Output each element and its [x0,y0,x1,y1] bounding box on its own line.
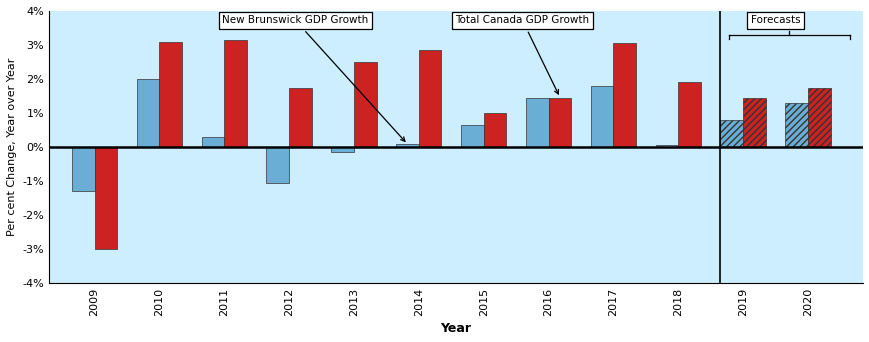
Bar [483,113,506,147]
Bar [159,42,182,147]
Bar [654,145,678,147]
Bar [807,88,830,147]
Text: New Brunswick GDP Growth: New Brunswick GDP Growth [222,15,404,141]
Bar [590,86,613,147]
Bar [720,120,742,147]
Bar [461,125,483,147]
Bar [613,43,635,147]
Bar [136,79,159,147]
Bar [224,40,247,147]
Bar [785,103,807,147]
Bar [418,50,441,147]
Bar [525,98,547,147]
Bar [678,82,700,147]
Bar [95,147,117,249]
Bar [547,98,571,147]
Text: Total Canada GDP Growth: Total Canada GDP Growth [455,15,589,94]
Bar [72,147,95,192]
Bar [331,147,354,152]
Text: Forecasts: Forecasts [750,15,799,26]
Bar [289,88,311,147]
Bar [266,147,289,183]
Y-axis label: Per cent Change, Year over Year: Per cent Change, Year over Year [7,58,17,236]
X-axis label: Year: Year [440,322,471,335]
Bar [202,137,224,147]
Bar [354,62,376,147]
Bar [742,98,765,147]
Bar [395,144,418,147]
